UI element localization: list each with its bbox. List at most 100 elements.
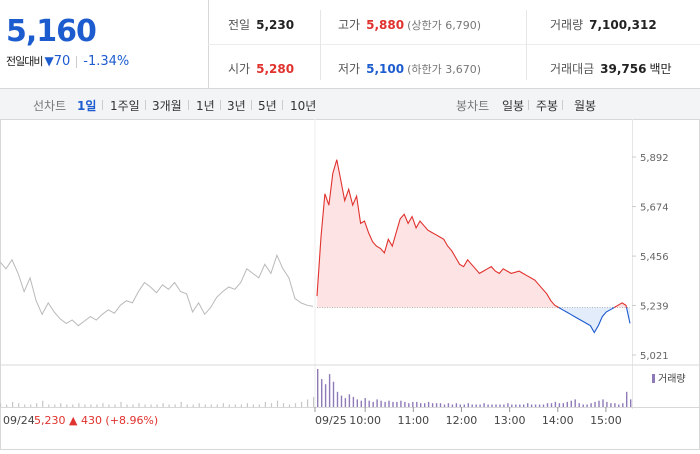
volume-bar (586, 404, 588, 407)
volume-bar (546, 403, 549, 407)
x-tick-label: 11:00 (397, 414, 429, 427)
volume-bar (264, 401, 266, 407)
volume-bar (282, 403, 285, 407)
volume-bar (447, 403, 450, 407)
volume-bar (186, 404, 188, 407)
line-chart-label: 선차트 (33, 99, 67, 113)
current-price: 5,160 (6, 14, 97, 49)
volume-bar (252, 404, 254, 407)
volume-bar (487, 404, 489, 407)
volume-bar (376, 399, 378, 407)
volume-bar (380, 400, 382, 407)
candle-daily-button[interactable]: 일봉 (502, 99, 525, 113)
volume-bar (614, 403, 616, 407)
stat-volume: 거래량 7,100,312 (550, 18, 657, 32)
volume-bar (534, 404, 537, 407)
volume-bar (204, 404, 206, 407)
volume-bar (288, 404, 291, 407)
volume-bar (538, 404, 541, 407)
period-1d-button[interactable]: 1일 (77, 99, 97, 113)
volume-bar (527, 403, 529, 407)
period-1y-button[interactable]: 1년 (196, 99, 215, 113)
volume-bar (108, 404, 110, 407)
candle-monthly-button[interactable]: 월봉 (574, 99, 597, 113)
volume-bar (344, 398, 347, 407)
volume-bar (368, 400, 370, 407)
volume-bar (352, 396, 355, 407)
volume-bar (566, 401, 568, 407)
change-value: 70 (53, 54, 71, 69)
change-label: 전일대비 (6, 55, 43, 68)
prev-date-label: 09/24 (3, 414, 35, 427)
volume-bar (132, 404, 134, 407)
period-1w-button[interactable]: 1주일 (110, 99, 140, 113)
volume-bar (301, 401, 303, 407)
volume-bar (84, 404, 86, 407)
x-tick-label: 12:00 (446, 414, 478, 427)
volume-bar (222, 403, 224, 407)
volume-bar (519, 404, 521, 407)
volume-bar (622, 403, 624, 407)
volume-bar (590, 403, 592, 407)
volume-bar (431, 403, 434, 407)
prev-day-change-info: 5,230 ▲ 430 (+8.96%) (34, 414, 158, 427)
price-up-line (316, 159, 559, 308)
volume-bar (42, 400, 44, 407)
volume-bar (36, 403, 38, 407)
divider (320, 10, 321, 80)
volume-bar (364, 398, 366, 407)
period-5y-button[interactable]: 5년 (258, 99, 277, 113)
volume-bar (495, 404, 497, 407)
volume-bar (332, 381, 335, 407)
volume-bar (626, 391, 628, 407)
price-chart-svg: 5,892 5,674 5,456 5,239 5,021 거래량 09/24 5,230 ▲… (0, 119, 700, 450)
divider (220, 100, 221, 110)
volume-bar (324, 384, 327, 407)
volume-bar (610, 403, 612, 407)
volume-bar (246, 403, 248, 407)
volume-bar (424, 403, 426, 407)
volume-bar (558, 403, 561, 407)
volume-bar (570, 400, 572, 407)
period-10y-button[interactable]: 10년 (290, 99, 317, 113)
volume-bar (60, 403, 62, 407)
volume-bar (336, 391, 339, 407)
price-up-area (317, 159, 559, 308)
volume-bar (307, 399, 309, 407)
volume-bar (554, 401, 557, 407)
divider (76, 55, 78, 68)
y-tick-label: 5,239 (640, 301, 669, 312)
divider (102, 100, 103, 110)
volume-bar (356, 399, 358, 407)
volume-bar (578, 403, 580, 407)
volume-bar (404, 401, 406, 407)
volume-bar (594, 401, 596, 407)
volume-legend-swatch (652, 374, 655, 383)
volume-bar (392, 401, 394, 407)
divider (528, 100, 529, 110)
volume-bar (90, 404, 92, 407)
x-tick-label: 13:00 (494, 414, 526, 427)
volume-bar (427, 401, 430, 407)
volume-bar (435, 403, 438, 407)
volume-bar (54, 404, 56, 407)
divider (251, 100, 252, 110)
candle-weekly-button[interactable]: 주봉 (536, 99, 559, 113)
volume-bar (542, 404, 545, 407)
volume-bar (416, 401, 418, 407)
volume-bar (471, 404, 473, 407)
volume-bar (400, 400, 402, 407)
volume-bar (562, 403, 564, 407)
x-tick-label: 15:00 (590, 414, 622, 427)
volume-bar (192, 404, 194, 407)
volume-bar (174, 404, 176, 407)
period-3m-button[interactable]: 3개월 (152, 99, 182, 113)
period-3y-button[interactable]: 3년 (227, 99, 246, 113)
volume-bar (138, 403, 140, 407)
stat-prev-close: 전일 5,230 (228, 18, 295, 32)
volume-bar (258, 404, 260, 407)
volume-bar (168, 404, 170, 407)
price-down-line (625, 307, 631, 324)
volume-bar (523, 404, 525, 407)
volume-bar (420, 403, 422, 407)
